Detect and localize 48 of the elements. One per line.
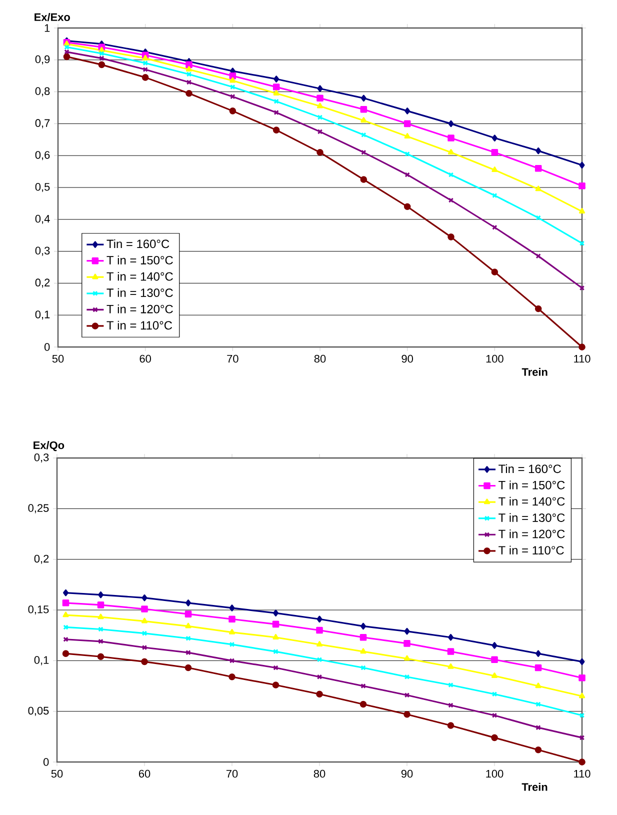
legend-label: T in = 120°C bbox=[106, 304, 173, 314]
y-tick-label: 0,9 bbox=[35, 55, 50, 64]
y-axis-title: Ex/Exo bbox=[34, 12, 70, 22]
x-tick-label: 70 bbox=[226, 770, 238, 778]
legend-label: T in = 110°C bbox=[498, 546, 564, 555]
x-tick-label: 110 bbox=[574, 354, 590, 363]
y-tick-label: 0,5 bbox=[35, 182, 50, 192]
legend-label: T in = 130°C bbox=[498, 513, 565, 522]
x-tick-label: 90 bbox=[402, 354, 413, 363]
legend-label: T in = 150°C bbox=[498, 480, 565, 490]
legend-label: T in = 120°C bbox=[498, 529, 565, 538]
x-axis-title: Trein bbox=[522, 782, 548, 791]
y-tick-label: 0,7 bbox=[35, 119, 50, 128]
y-tick-label: 0,3 bbox=[35, 246, 50, 256]
y-tick-label: 0,6 bbox=[35, 151, 50, 160]
y-tick-label: 0,1 bbox=[34, 656, 49, 666]
y-tick-label: 0 bbox=[44, 343, 50, 351]
y-axis-title: Ex/Qo bbox=[34, 441, 64, 452]
x-tick-label: 50 bbox=[51, 770, 63, 778]
x-tick-label: 100 bbox=[486, 354, 504, 363]
y-tick-label: 0 bbox=[43, 758, 49, 766]
x-tick-label: 90 bbox=[401, 770, 413, 778]
y-tick-label: 0,1 bbox=[35, 310, 50, 320]
legend-label: T in = 150°C bbox=[106, 256, 173, 264]
y-tick-label: 0,4 bbox=[35, 214, 50, 224]
x-tick-label: 80 bbox=[314, 770, 326, 778]
x-tick-label: 50 bbox=[52, 354, 64, 363]
x-axis-title: Trein bbox=[522, 368, 548, 376]
legend-label: T in = 140°C bbox=[498, 496, 565, 506]
legend-label: Tin = 160°C bbox=[498, 464, 561, 474]
legend-label: Tin = 160°C bbox=[106, 239, 170, 248]
x-tick-label: 110 bbox=[574, 770, 590, 778]
y-tick-label: 1 bbox=[44, 24, 50, 32]
x-tick-label: 60 bbox=[140, 354, 151, 363]
y-tick-label: 0,25 bbox=[28, 504, 49, 514]
y-tick-label: 0,15 bbox=[28, 605, 49, 615]
y-tick-label: 0,2 bbox=[34, 554, 49, 564]
y-tick-label: 0,3 bbox=[34, 453, 49, 463]
x-tick-label: 80 bbox=[314, 354, 326, 363]
x-tick-label: 70 bbox=[227, 354, 238, 363]
legend-label: T in = 130°C bbox=[106, 288, 173, 298]
y-tick-label: 0,2 bbox=[35, 278, 50, 288]
legend-label: T in = 140°C bbox=[106, 272, 173, 281]
legend-label: T in = 110°C bbox=[106, 320, 172, 330]
y-tick-label: 0,8 bbox=[35, 87, 50, 96]
x-tick-label: 100 bbox=[486, 770, 504, 778]
x-tick-label: 60 bbox=[138, 770, 150, 778]
y-tick-label: 0,05 bbox=[28, 706, 49, 716]
